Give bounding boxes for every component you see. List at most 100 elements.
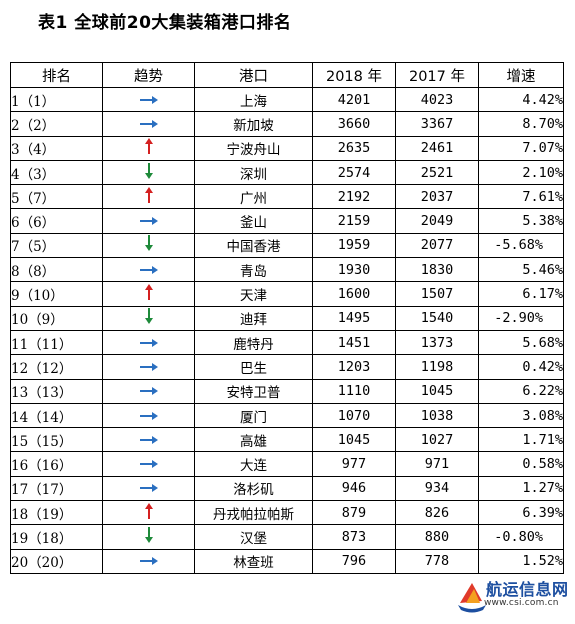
table-row: 2（2） 新加坡 3660 3367 8.70%	[10, 111, 564, 137]
trend-cell	[102, 548, 195, 574]
trend-flat-arrow-icon	[139, 359, 158, 375]
growth-cell: 6.17%	[478, 281, 564, 307]
trend-down-arrow-icon	[144, 308, 153, 328]
growth-cell: 1.71%	[478, 427, 564, 453]
volume-2018-cell: 2159	[312, 208, 396, 234]
watermark-name: 航运信息网	[486, 580, 569, 599]
trend-cell	[102, 257, 195, 283]
trend-cell	[102, 500, 195, 526]
volume-2018-cell: 946	[312, 475, 396, 502]
volume-2018-cell: 2635	[312, 135, 396, 161]
port-cell: 釜山	[194, 208, 313, 234]
growth-cell: 6.22%	[478, 378, 564, 404]
growth-cell: 0.42%	[478, 354, 564, 380]
header-2017: 2017 年	[395, 62, 479, 88]
header-port: 港口	[194, 62, 313, 88]
volume-2018-cell: 3660	[312, 111, 396, 137]
volume-2017-cell: 1198	[395, 354, 479, 380]
growth-cell: 7.07%	[478, 135, 564, 161]
volume-2018-cell: 2574	[312, 159, 396, 186]
volume-2017-cell: 778	[395, 548, 479, 574]
trend-cell	[102, 184, 195, 210]
port-cell: 宁波舟山	[194, 135, 313, 161]
trend-flat-arrow-icon	[139, 383, 158, 399]
table-row: 18（19） 丹戎帕拉帕斯 879 826 6.39%	[10, 500, 564, 526]
trend-flat-arrow-icon	[139, 432, 158, 448]
trend-cell	[102, 402, 195, 429]
rank-cell: 18（19）	[10, 500, 103, 526]
volume-2018-cell: 1110	[312, 378, 396, 404]
rank-cell: 19（18）	[10, 524, 103, 550]
rank-cell: 12（12）	[10, 354, 103, 380]
rank-cell: 7（5）	[10, 232, 103, 259]
volume-2017-cell: 1045	[395, 378, 479, 404]
table-row: 12（12） 巴生 1203 1198 0.42%	[10, 354, 564, 380]
growth-cell: 5.68%	[478, 329, 564, 356]
volume-2017-cell: 1038	[395, 402, 479, 429]
trend-cell	[102, 281, 195, 307]
watermark-logo: 航运信息网 www.csi.com.cn	[456, 575, 574, 619]
header-growth: 增速	[478, 62, 564, 88]
table-row: 4（3） 深圳 2574 2521 2.10%	[10, 159, 564, 186]
header-row: 排名 趋势 港口 2018 年 2017 年 增速	[10, 62, 564, 88]
trend-cell	[102, 208, 195, 234]
port-cell: 丹戎帕拉帕斯	[194, 500, 313, 526]
table-row: 16（16） 大连 977 971 0.58%	[10, 451, 564, 477]
ship-logo-icon	[458, 583, 486, 613]
volume-2017-cell: 1373	[395, 329, 479, 356]
table-row: 15（15） 高雄 1045 1027 1.71%	[10, 427, 564, 453]
rank-cell: 16（16）	[10, 451, 103, 477]
volume-2017-cell: 1830	[395, 257, 479, 283]
growth-cell: 0.58%	[478, 451, 564, 477]
port-cell: 上海	[194, 86, 313, 113]
trend-up-arrow-icon	[144, 502, 153, 523]
rank-cell: 1（1）	[10, 86, 103, 113]
table-row: 8（8） 青岛 1930 1830 5.46%	[10, 257, 564, 283]
growth-cell: 6.39%	[478, 500, 564, 526]
growth-cell: 1.27%	[478, 475, 564, 502]
volume-2017-cell: 1540	[395, 305, 479, 331]
growth-cell: 1.52%	[478, 548, 564, 574]
growth-cell: 2.10%	[478, 159, 564, 186]
port-cell: 汉堡	[194, 524, 313, 550]
trend-cell	[102, 135, 195, 161]
trend-up-arrow-icon	[144, 138, 153, 158]
table-row: 3（4） 宁波舟山 2635 2461 7.07%	[10, 135, 564, 161]
table-row: 5（7） 广州 2192 2037 7.61%	[10, 184, 564, 210]
rank-cell: 10（9）	[10, 305, 103, 331]
volume-2017-cell: 2077	[395, 232, 479, 259]
volume-2017-cell: 4023	[395, 86, 479, 113]
port-cell: 深圳	[194, 159, 313, 186]
rank-cell: 6（6）	[10, 208, 103, 234]
trend-cell	[102, 427, 195, 453]
growth-cell: 4.42%	[478, 86, 564, 113]
port-cell: 厦门	[194, 402, 313, 429]
growth-cell: 3.08%	[478, 402, 564, 429]
volume-2018-cell: 1495	[312, 305, 396, 331]
volume-2017-cell: 880	[395, 524, 479, 550]
port-cell: 中国香港	[194, 232, 313, 259]
volume-2017-cell: 826	[395, 500, 479, 526]
trend-cell	[102, 354, 195, 380]
volume-2017-cell: 3367	[395, 111, 479, 137]
trend-down-arrow-icon	[144, 235, 153, 255]
port-cell: 高雄	[194, 427, 313, 453]
volume-2018-cell: 879	[312, 500, 396, 526]
rank-cell: 4（3）	[10, 159, 103, 186]
trend-cell	[102, 329, 195, 356]
table-row: 14（14） 厦门 1070 1038 3.08%	[10, 402, 564, 429]
volume-2018-cell: 1600	[312, 281, 396, 307]
volume-2018-cell: 2192	[312, 184, 396, 210]
trend-flat-arrow-icon	[139, 116, 158, 132]
table-title: 表1 全球前20大集装箱港口排名	[38, 13, 292, 33]
rank-cell: 2（2）	[10, 111, 103, 137]
volume-2018-cell: 1203	[312, 354, 396, 380]
trend-flat-arrow-icon	[139, 408, 158, 424]
growth-cell: -5.68%	[478, 232, 564, 259]
trend-cell	[102, 232, 195, 259]
rank-cell: 8（8）	[10, 257, 103, 283]
port-cell: 鹿特丹	[194, 329, 313, 356]
volume-2018-cell: 4201	[312, 86, 396, 113]
trend-cell	[102, 86, 195, 113]
growth-cell: 7.61%	[478, 184, 564, 210]
